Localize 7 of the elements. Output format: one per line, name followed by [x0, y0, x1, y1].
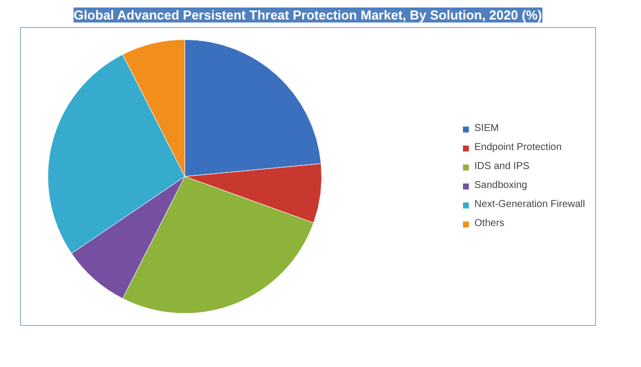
legend-label: IDS and IPS	[474, 161, 530, 172]
legend-label: SIEM	[474, 123, 499, 134]
legend-label: Others	[474, 218, 504, 229]
legend-label: Sandboxing	[474, 180, 528, 191]
legend-label: Next-Generation Firewall	[474, 199, 585, 210]
chart-title: Global Advanced Persistent Threat Protection Market, By Solution, 2020 (%)	[74, 8, 542, 22]
legend-label: Endpoint Protection	[474, 142, 562, 153]
